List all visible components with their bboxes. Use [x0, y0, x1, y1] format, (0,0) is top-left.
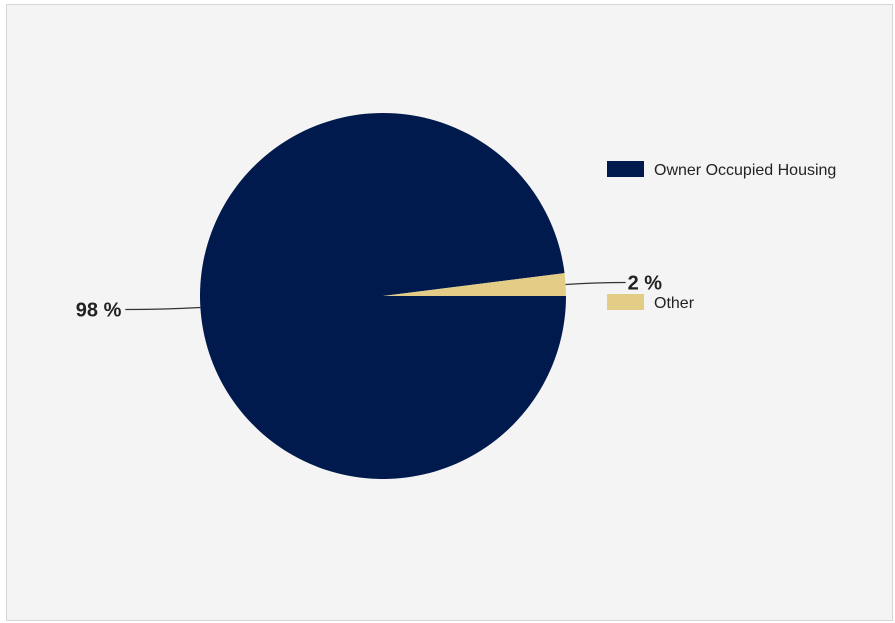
- slice-labels: 98 % 2 %: [76, 273, 663, 322]
- pie-slice-owner-occupied-housing: [200, 112, 566, 479]
- legend-item-other: Other: [607, 294, 695, 312]
- legend-label-other: Other: [654, 295, 695, 312]
- pie-slice-other: [383, 273, 566, 296]
- legend-swatch-owner-occupied-housing: [607, 161, 644, 177]
- legend-label-owner-occupied-housing: Owner Occupied Housing: [654, 162, 836, 179]
- leader-line-other: [565, 281, 626, 286]
- slice-label-other: 2 %: [628, 273, 663, 295]
- leader-line-owner-occupied-housing: [125, 306, 201, 311]
- legend-swatch-other: [607, 294, 644, 310]
- leader-lines: [125, 281, 626, 311]
- slices-layer: [200, 112, 566, 479]
- legend: Owner Occupied Housing Other: [607, 161, 836, 312]
- slice-label-owner-occupied-housing: 98 %: [76, 299, 122, 321]
- legend-item-owner-occupied-housing: Owner Occupied Housing: [607, 161, 836, 179]
